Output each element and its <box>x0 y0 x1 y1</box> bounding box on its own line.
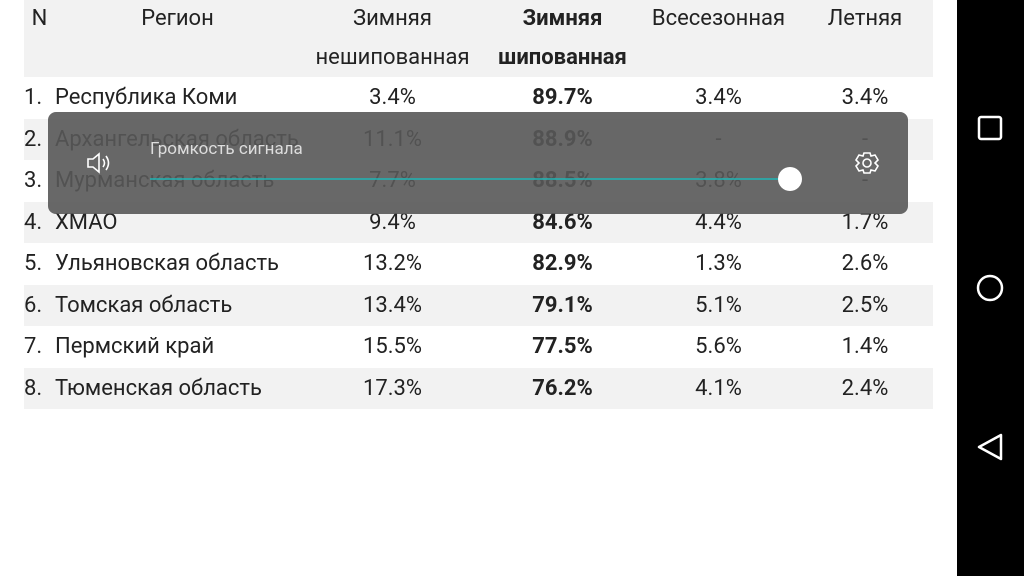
volume-panel: Громкость сигнала <box>48 112 908 214</box>
table-cell: 2.6% <box>841 251 889 276</box>
header-cell: Зимняя нешипованная <box>300 0 485 77</box>
table-cell: 79.1% <box>485 284 640 326</box>
table-cell: 13.4% <box>300 284 485 326</box>
table-cell: Республика Коми <box>55 85 238 110</box>
header-cell: N <box>24 0 55 77</box>
header-cell: Зимняя шипованная <box>485 0 640 77</box>
volume-label: Громкость сигнала <box>150 139 303 159</box>
table-cell: 8. <box>24 367 55 409</box>
table-cell: 1. <box>24 85 43 110</box>
table-row: 6. Томская область 13.4% 79.1% 5.1% 2.5% <box>24 284 933 326</box>
table-cell: Ульяновская область <box>55 251 279 276</box>
table-cell: 3.4% <box>369 85 416 110</box>
table-cell: 13.2% <box>362 251 422 276</box>
table-row: 7. Пермский край 15.5% 77.5% 5.6% 1.4% <box>24 326 933 368</box>
table-cell: 3. <box>24 168 43 193</box>
table-cell: 5. <box>24 251 43 276</box>
table-cell: 82.9% <box>532 251 593 276</box>
table-cell: Пермский край <box>55 334 215 359</box>
table-cell: 89.7% <box>532 85 593 110</box>
table-row: 5. Ульяновская область 13.2% 82.9% 1.3% 2.6% <box>24 243 933 285</box>
table-cell: 1.3% <box>695 251 742 276</box>
table-cell: 17.3% <box>300 367 485 409</box>
header-cell: Всесезонная <box>640 0 797 77</box>
nav-icons <box>976 115 1004 461</box>
table-cell: Томская область <box>55 284 300 326</box>
header-row: N Регион Зимняя нешипованная Зимняя шипован… <box>24 0 933 77</box>
table-cell: 5.6% <box>695 334 742 359</box>
table-cell: 5.1% <box>640 284 797 326</box>
nav-bar <box>957 0 1024 576</box>
volume-knob[interactable] <box>778 167 802 191</box>
table-cell: Тюменская область <box>55 367 300 409</box>
volume-controls: Громкость сигнала <box>87 139 880 191</box>
settings-icon[interactable] <box>854 152 880 174</box>
recents-button[interactable] <box>977 115 1003 141</box>
header-cell: Регион <box>55 0 300 77</box>
header-cell: Летняя <box>797 0 933 77</box>
table-row: 1. Республика Коми 3.4% 89.7% 3.4% 3.4% <box>24 77 933 119</box>
back-button[interactable] <box>977 433 1003 461</box>
table-cell: 4.1% <box>640 367 797 409</box>
table-row: 8. Тюменская область 17.3% 76.2% 4.1% 2.4% <box>24 367 933 409</box>
table-cell: 7. <box>24 334 43 359</box>
table-cell: 15.5% <box>362 334 422 359</box>
table-cell: 77.5% <box>532 334 593 359</box>
speaker-icon[interactable] <box>87 152 110 174</box>
table-cell: 1.4% <box>841 334 889 359</box>
table-cell: 3.4% <box>695 85 742 110</box>
table-cell: 6. <box>24 284 55 326</box>
table-cell: 76.2% <box>485 367 640 409</box>
table-cell: 2.5% <box>797 284 933 326</box>
table-cell: 2.4% <box>797 367 933 409</box>
home-button[interactable] <box>976 274 1004 302</box>
table-cell: 3.4% <box>841 85 889 110</box>
